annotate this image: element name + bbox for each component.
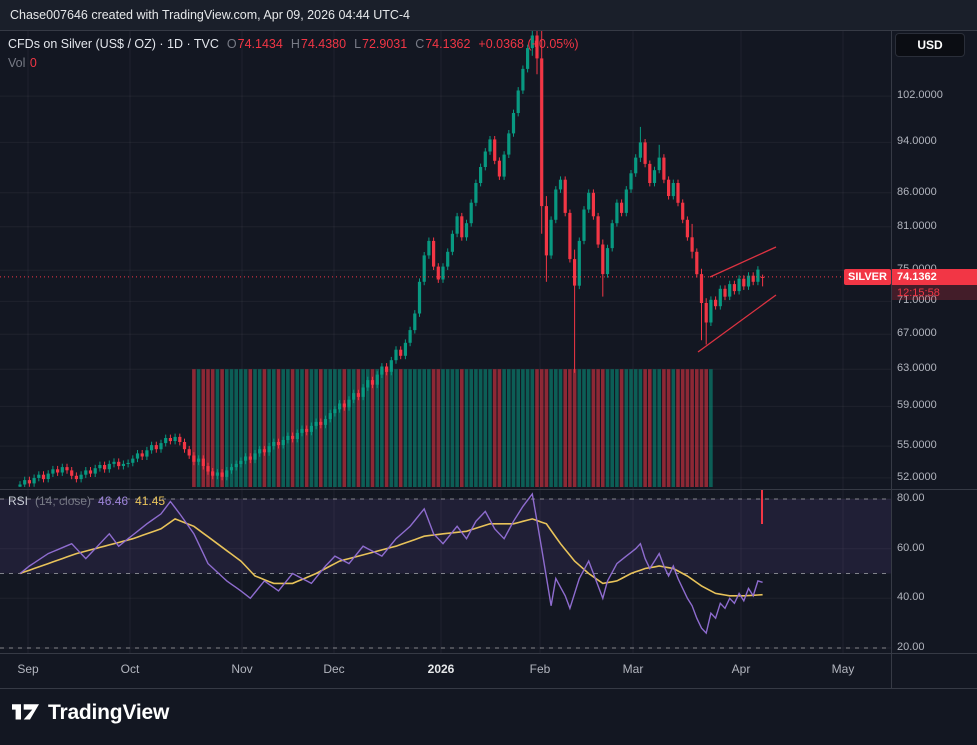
change-value: +0.0368 (+0.05%) <box>478 37 579 51</box>
price-tick-label: 52.0000 <box>897 470 937 483</box>
tradingview-wordmark[interactable]: TradingView <box>48 701 170 724</box>
currency-button[interactable]: USD <box>895 33 965 57</box>
price-tick-label: 94.0000 <box>897 135 937 148</box>
time-tick-label: Feb <box>529 662 551 676</box>
time-tick-label: Apr <box>731 662 751 676</box>
time-tick-label: Oct <box>120 662 140 676</box>
time-tick-label: Dec <box>323 662 345 676</box>
rsi-line <box>19 492 763 635</box>
rsi-title[interactable]: RSI <box>8 494 29 508</box>
wedge_upper[interactable] <box>709 246 777 278</box>
price-tick-label: 59.0000 <box>897 399 937 412</box>
attribution-bar: Chase007646 created with TradingView.com… <box>0 0 977 30</box>
volume-legend: Vol 0 <box>8 56 37 70</box>
time-tick-label: Nov <box>231 662 253 676</box>
price-tick-label: 102.0000 <box>897 89 943 102</box>
ohlc-low: L72.9031 <box>354 37 408 51</box>
last-price-badge: 74.1362 <box>892 268 977 285</box>
symbol-title[interactable]: CFDs on Silver (US$ / OZ) · 1D · TVC <box>8 37 219 51</box>
rsi-legend: RSI (14, close) 46.46 41.45 <box>8 494 165 508</box>
volume-value: 0 <box>29 56 37 70</box>
rsi-tick-label: 40.00 <box>897 591 925 604</box>
price-tick-label: 55.0000 <box>897 439 937 452</box>
rsi-tick-label: 60.00 <box>897 541 925 554</box>
time-scale[interactable]: Sep Oct Nov Dec 2026 Feb Mar Apr May <box>0 662 891 682</box>
price-tick-label: 63.0000 <box>897 362 937 375</box>
price-tick-label: 81.0000 <box>897 219 937 232</box>
bar-countdown: 12:15:58 <box>892 285 977 301</box>
price-tick-label: 67.0000 <box>897 327 937 340</box>
rsi-tick-label: 80.00 <box>897 492 925 504</box>
price-tick-label: 86.0000 <box>897 185 937 198</box>
pane-separators <box>0 30 977 689</box>
ohlc-close: C74.1362 <box>415 37 471 51</box>
symbol-price-badge: SILVER <box>844 268 891 285</box>
volume-series <box>192 369 713 487</box>
price-pane <box>18 30 777 487</box>
rsi-value: 46.46 <box>98 494 129 508</box>
time-tick-label: Sep <box>17 662 39 676</box>
price-tick-label: 71.0000 <box>897 294 937 307</box>
volume-label: Vol <box>8 56 26 70</box>
footer: TradingView <box>12 700 169 726</box>
wedge_lower[interactable] <box>697 294 777 353</box>
tradingview-logo-icon[interactable] <box>12 700 39 726</box>
symbol-legend: CFDs on Silver (US$ / OZ) · 1D · TVC O74… <box>8 37 579 51</box>
ohlc-open: O74.1434 <box>226 37 283 51</box>
rsi-params: (14, close) <box>35 494 92 508</box>
attribution-text: Chase007646 created with TradingView.com… <box>10 8 411 22</box>
time-tick-label: May <box>831 662 855 676</box>
rsi-tick-label: 20.00 <box>897 640 925 653</box>
rsi-pane <box>0 490 891 649</box>
rsi-ma-line <box>19 518 763 597</box>
candles-series <box>18 30 765 487</box>
time-tick-label: Mar <box>622 662 644 676</box>
time-tick-label: 2026 <box>427 662 455 676</box>
ohlc-high: H74.4380 <box>290 37 347 51</box>
rsi-ma-value: 41.45 <box>135 494 166 508</box>
